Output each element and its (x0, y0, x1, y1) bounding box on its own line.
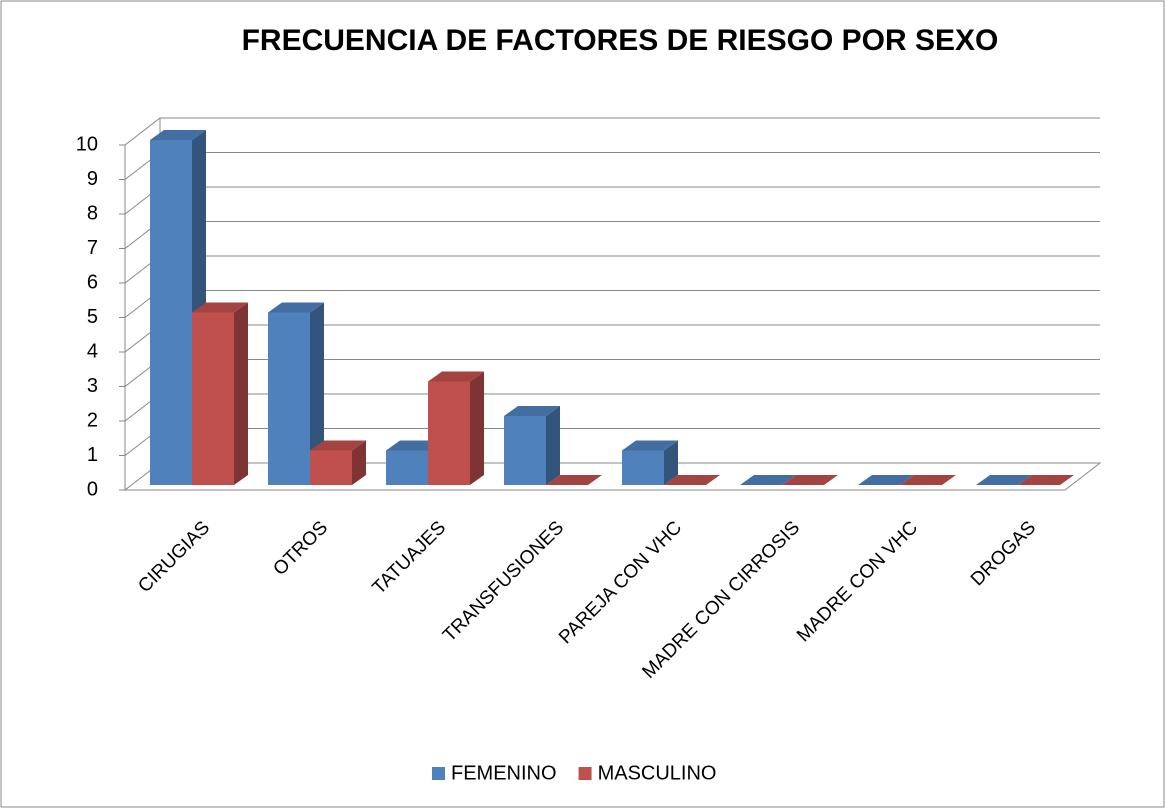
bar-top (504, 406, 560, 416)
bar-side (664, 440, 678, 485)
bar-front (504, 416, 546, 485)
legend-label: MASCULINO (598, 762, 717, 784)
y-tick-label: 7 (87, 237, 98, 259)
y-tick-label: 6 (87, 271, 98, 293)
bar (504, 406, 560, 485)
bar (782, 475, 838, 485)
bar-side (352, 440, 366, 485)
legend-swatch (432, 767, 445, 780)
bar-top (622, 440, 678, 451)
bar-top (310, 440, 366, 451)
bar-front (428, 381, 470, 485)
floor (123, 462, 1102, 491)
bar-front (622, 450, 664, 485)
y-tick-label: 4 (87, 340, 98, 362)
bar-front (268, 312, 310, 485)
y-tick-label: 3 (87, 375, 98, 397)
bar-top (428, 371, 484, 382)
bar-top (1018, 475, 1074, 485)
chart-title: FRECUENCIA DE FACTORES DE RIESGO POR SEX… (242, 24, 999, 57)
bar (858, 475, 914, 485)
bar (740, 475, 796, 485)
bar-top (782, 475, 838, 485)
bar (1018, 475, 1074, 485)
bar-front (310, 450, 352, 485)
bar-side (546, 406, 560, 485)
bar-top (740, 475, 796, 485)
bar-top (664, 475, 720, 485)
bar (664, 475, 720, 485)
y-tick-label: 8 (87, 202, 98, 224)
legend-swatch (578, 767, 592, 780)
bar (192, 302, 248, 485)
bar (310, 440, 366, 485)
y-tick-label: 2 (87, 409, 98, 431)
bar (900, 475, 956, 485)
bar-front (192, 312, 234, 485)
bar-top (268, 302, 324, 313)
bar-front (150, 140, 192, 485)
bar-side (234, 302, 248, 485)
bar-top (192, 302, 248, 313)
y-tick-label: 5 (87, 306, 98, 328)
legend-label: FEMENINO (451, 762, 557, 784)
bar (622, 440, 678, 485)
y-tick-label: 10 (76, 133, 98, 155)
bar-top (546, 475, 602, 485)
bar-top (858, 475, 914, 485)
bar-top (976, 475, 1032, 485)
y-tick-label: 9 (87, 168, 98, 190)
bar-side (470, 371, 484, 485)
bar-top (150, 130, 206, 140)
bar (268, 302, 324, 485)
y-tick-label: 1 (87, 444, 98, 466)
bar-side (310, 302, 324, 485)
y-tick-label: 0 (87, 478, 98, 500)
bar-front (386, 450, 428, 485)
bar (428, 371, 484, 485)
bar (976, 475, 1032, 485)
bar-top (900, 475, 956, 485)
bar (546, 475, 602, 485)
